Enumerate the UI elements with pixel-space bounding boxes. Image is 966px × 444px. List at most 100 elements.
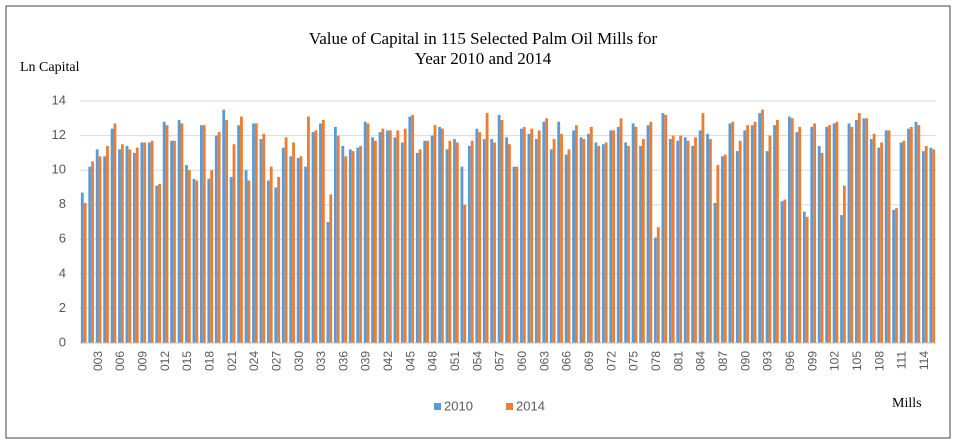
bar	[835, 121, 839, 343]
bar	[508, 144, 511, 343]
bar	[582, 139, 586, 343]
x-tick-label: 108	[872, 351, 886, 371]
y-tick-label: 14	[52, 92, 66, 107]
bar	[924, 145, 928, 343]
bar	[616, 126, 620, 343]
bar	[691, 145, 695, 343]
bar	[810, 126, 814, 343]
bar	[415, 152, 419, 343]
bar	[467, 145, 471, 343]
x-tick-label: 090	[738, 351, 752, 371]
bar	[448, 140, 452, 343]
bar	[609, 130, 613, 343]
bar	[922, 151, 925, 343]
bar	[165, 125, 169, 343]
bar	[333, 126, 337, 343]
x-tick-label: 033	[314, 351, 328, 371]
bar	[88, 166, 92, 343]
x-tick-label: 021	[225, 351, 239, 371]
bar	[753, 121, 757, 343]
bar	[899, 142, 903, 343]
x-tick-label: 069	[582, 351, 596, 371]
x-tick-label: 048	[426, 351, 440, 371]
x-tick-label: 054	[470, 351, 484, 371]
bar	[132, 152, 136, 343]
bar	[426, 140, 429, 343]
bar	[698, 130, 702, 343]
bar	[914, 121, 918, 343]
x-tick-label: 045	[403, 351, 417, 371]
y-tick-label: 6	[59, 231, 66, 246]
chart-title: Value of Capital in 115 Selected Palm Oi…	[309, 29, 658, 48]
y-tick-label: 10	[52, 162, 66, 177]
bar	[909, 126, 913, 343]
bar	[721, 156, 724, 343]
bar	[314, 130, 318, 343]
bar	[515, 166, 519, 343]
bar	[485, 113, 489, 343]
bar	[192, 178, 196, 343]
x-tick-label: 075	[627, 351, 641, 371]
bar	[91, 161, 94, 343]
bar	[780, 201, 784, 343]
bar	[855, 120, 858, 343]
bar	[758, 113, 762, 343]
bar	[750, 125, 754, 343]
bar	[761, 109, 764, 344]
legend-swatch	[434, 403, 441, 410]
bar	[195, 180, 199, 343]
x-tick-label: 042	[381, 351, 395, 371]
bar	[798, 126, 802, 343]
bar	[277, 177, 281, 343]
bar	[631, 123, 635, 343]
bar	[534, 139, 538, 343]
bar	[932, 149, 936, 343]
x-tick-label: 057	[493, 351, 507, 371]
bar	[266, 180, 270, 343]
x-tick-label: 018	[202, 351, 216, 371]
bar	[113, 123, 117, 343]
bar	[351, 151, 355, 343]
x-tick-label: 096	[783, 351, 797, 371]
bar	[664, 114, 668, 343]
bar	[493, 142, 496, 343]
bar	[783, 199, 787, 343]
bar	[612, 130, 616, 343]
bar	[120, 144, 124, 343]
bar	[788, 116, 791, 343]
x-tick-label: 024	[247, 351, 261, 371]
x-tick-label: 030	[292, 351, 306, 371]
bar	[214, 135, 218, 343]
y-tick-label: 2	[59, 300, 66, 315]
bar	[679, 135, 683, 343]
bar	[118, 149, 121, 343]
bar	[393, 137, 397, 343]
x-tick-label: 009	[135, 351, 149, 371]
x-tick-label: 039	[359, 351, 373, 371]
y-axis-label: Ln Capital	[20, 60, 80, 75]
bar	[624, 142, 628, 343]
bar	[627, 145, 630, 343]
bar	[336, 135, 340, 343]
bar	[887, 130, 891, 343]
bar	[601, 144, 605, 343]
bar	[262, 133, 266, 343]
bar	[445, 149, 449, 343]
bar	[177, 120, 181, 343]
bar	[572, 130, 575, 343]
legend-label: 2014	[516, 398, 545, 413]
bar	[892, 209, 896, 343]
bar	[567, 149, 571, 343]
bar	[470, 140, 474, 343]
bar	[641, 139, 645, 343]
bar	[694, 137, 697, 343]
bar	[348, 149, 352, 343]
chart-title: Year 2010 and 2014	[415, 49, 552, 68]
bar	[619, 118, 623, 344]
bar	[701, 113, 705, 343]
bar	[95, 149, 99, 343]
bar	[170, 140, 174, 343]
bar	[321, 120, 325, 343]
bar	[292, 142, 295, 343]
bar	[842, 185, 846, 343]
